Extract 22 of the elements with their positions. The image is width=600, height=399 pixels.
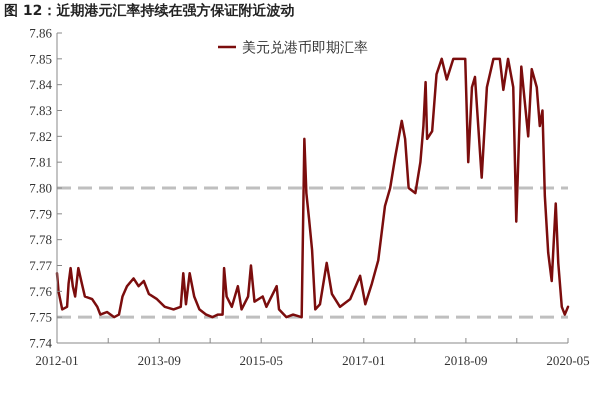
y-tick-label: 7.75 bbox=[29, 310, 52, 325]
x-tick-label: 2015-05 bbox=[240, 353, 283, 368]
y-tick-label: 7.85 bbox=[29, 51, 52, 66]
y-tick-label: 7.77 bbox=[29, 258, 52, 274]
legend-label: 美元兑港币即期汇率 bbox=[242, 40, 368, 56]
y-tick-label: 7.74 bbox=[29, 336, 52, 351]
chart-title: 图 12：近期港元汇率持续在强方保证附近波动 bbox=[4, 2, 294, 19]
y-tick-label: 7.78 bbox=[29, 232, 52, 248]
y-tick-label: 7.79 bbox=[29, 206, 52, 222]
x-tick-label: 2020-05 bbox=[546, 353, 590, 368]
line-series bbox=[56, 58, 570, 318]
y-tick-label: 7.84 bbox=[29, 77, 52, 92]
y-tick-label: 7.83 bbox=[29, 103, 52, 118]
y-tick-label: 7.82 bbox=[29, 128, 52, 144]
x-tick-label: 2017-01 bbox=[342, 353, 386, 368]
y-tick-label: 7.80 bbox=[29, 180, 52, 196]
y-tick-label: 7.86 bbox=[29, 26, 52, 41]
y-tick-label: 7.81 bbox=[29, 154, 52, 170]
x-tick-label: 2012-01 bbox=[35, 353, 79, 368]
x-tick-label: 2013-09 bbox=[138, 353, 181, 368]
y-tick-label: 7.76 bbox=[29, 284, 52, 299]
x-tick-label: 2018-09 bbox=[444, 353, 488, 368]
